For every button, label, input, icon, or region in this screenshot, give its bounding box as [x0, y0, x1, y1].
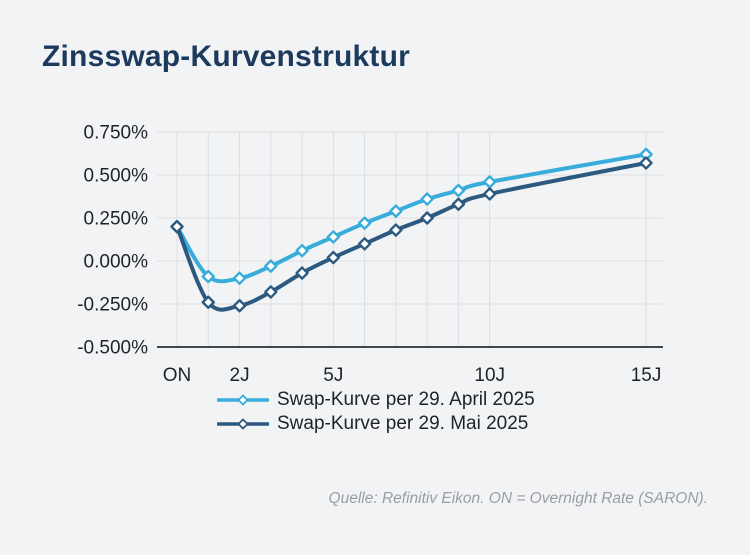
legend-label-april: Swap-Kurve per 29. April 2025 [277, 388, 535, 410]
legend-marker-diamond-icon [237, 393, 249, 406]
data-point-marker-mai [420, 211, 434, 225]
data-point-marker-mai [201, 295, 215, 309]
data-point-marker-april [420, 192, 434, 206]
data-point-marker-mai [170, 219, 184, 234]
data-point-marker-april [451, 183, 466, 198]
data-point-marker-mai [483, 187, 497, 201]
x-axis-tick-label: 10J [474, 365, 505, 386]
legend-marker-diamond-icon [237, 417, 249, 430]
y-axis-tick-label: 0.750% [84, 123, 149, 144]
data-point-marker-april [326, 230, 341, 244]
x-axis-tick-label: 5J [323, 365, 343, 386]
data-point-marker-april [389, 204, 403, 218]
legend-line-sample-april [217, 393, 269, 406]
series-line-mai [175, 161, 648, 312]
y-axis-tick-label: 0.500% [84, 166, 149, 187]
chart-legend: Swap-Kurve per 29. April 2025 Swap-Kurve… [217, 388, 535, 435]
data-point-marker-mai [451, 197, 466, 211]
x-axis-tick-label: 2J [230, 365, 250, 386]
x-axis-tick-label: ON [163, 365, 192, 386]
data-point-marker-mai [232, 299, 247, 313]
data-point-marker-mai [326, 250, 341, 265]
data-point-marker-april [201, 269, 215, 284]
legend-item-may: Swap-Kurve per 29. Mai 2025 [217, 412, 535, 435]
data-point-marker-april [483, 175, 497, 189]
data-point-marker-mai [264, 285, 278, 299]
data-point-marker-mai [295, 266, 309, 280]
page-title: Zinsswap-Kurvenstruktur [42, 40, 410, 73]
legend-line-sample-may [217, 417, 269, 430]
data-point-marker-april [357, 216, 372, 230]
legend-label-may: Swap-Kurve per 29. Mai 2025 [277, 412, 529, 434]
data-point-marker-mai [389, 223, 403, 237]
x-axis-tick-label: 15J [631, 365, 662, 386]
y-axis-tick-label: 0.000% [84, 252, 149, 273]
legend-item-april: Swap-Kurve per 29. April 2025 [217, 388, 535, 411]
data-point-marker-april [232, 271, 247, 285]
data-point-marker-mai [639, 156, 653, 170]
source-note: Quelle: Refinitiv Eikon. ON = Overnight … [328, 490, 708, 507]
data-point-marker-mai [357, 237, 372, 251]
data-point-marker-april [264, 259, 278, 273]
y-axis-tick-label: -0.250% [77, 295, 148, 316]
y-axis-tick-label: 0.250% [84, 209, 149, 230]
data-point-marker-april [295, 243, 309, 258]
y-axis-tick-label: -0.500% [77, 338, 148, 359]
